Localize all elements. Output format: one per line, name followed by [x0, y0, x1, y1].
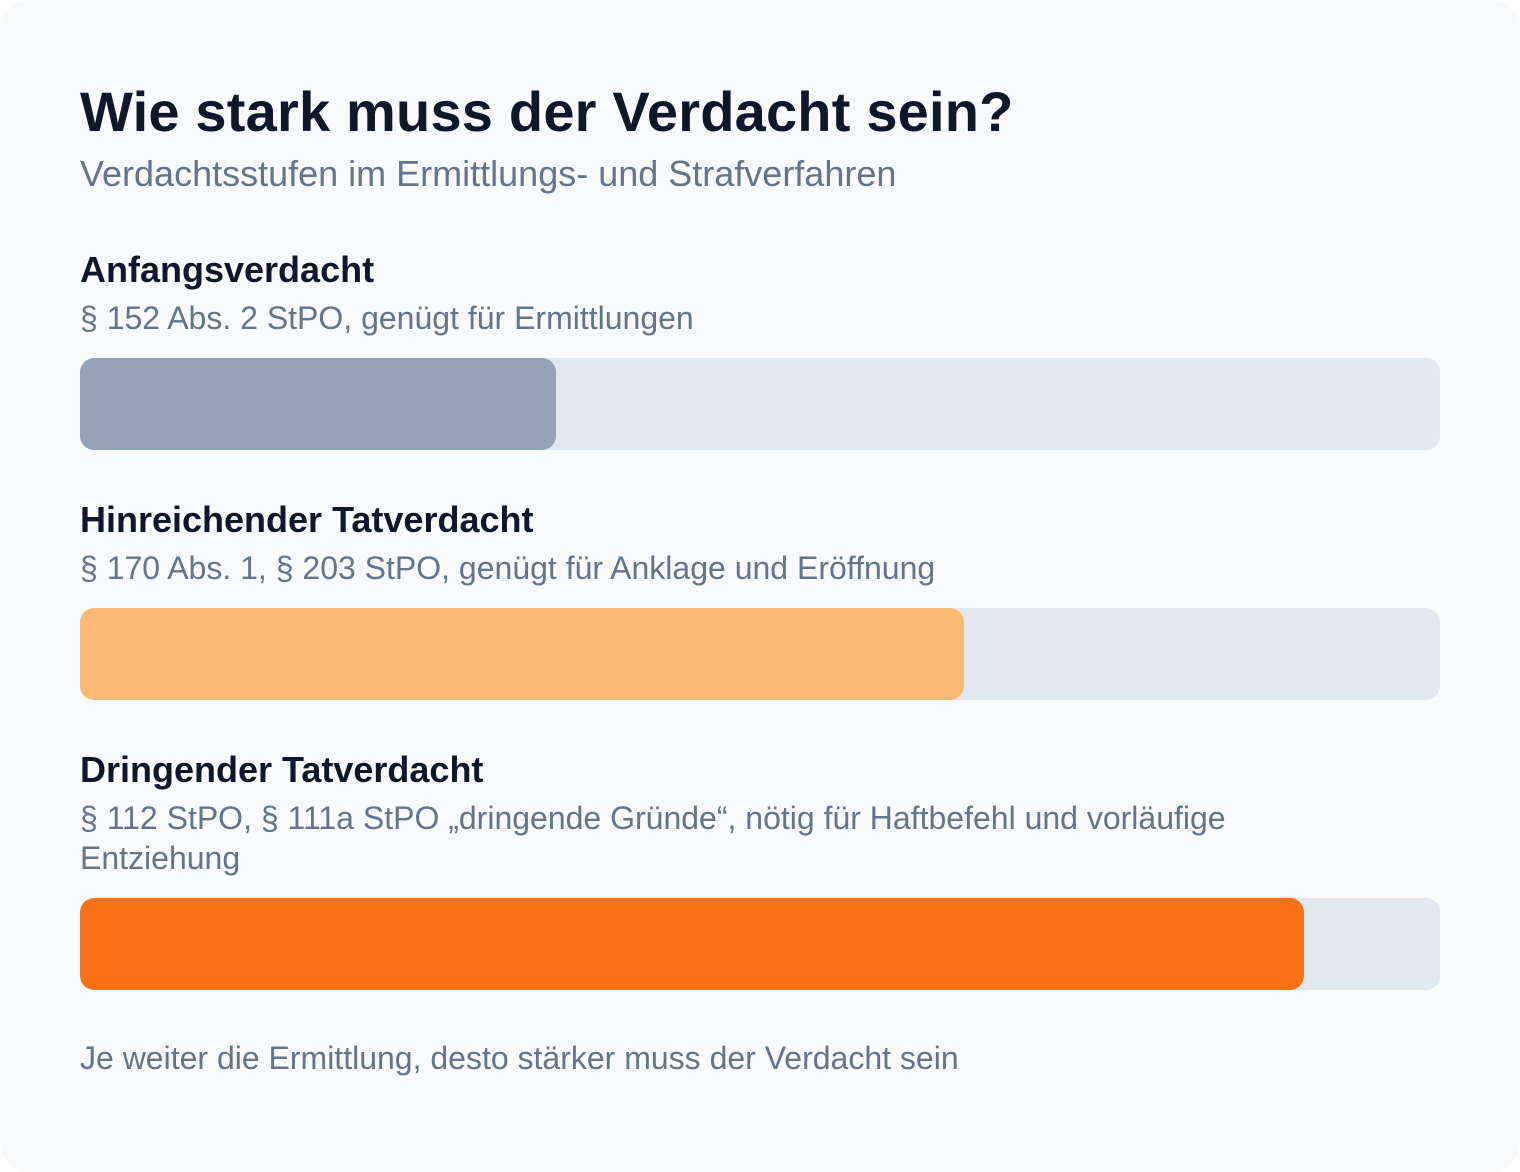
suspicion-levels: Anfangsverdacht § 152 Abs. 2 StPO, genüg… [80, 248, 1440, 990]
chart-title: Wie stark muss der Verdacht sein? [80, 80, 1014, 143]
level-description: § 170 Abs. 1, § 203 StPO, genügt für Ank… [80, 550, 936, 586]
bar-fill-anfangsverdacht [80, 358, 556, 450]
level-name: Anfangsverdacht [80, 249, 375, 290]
level-description: § 112 StPO, § 111a StPO „dringende Gründ… [80, 800, 1226, 876]
bar-fill-hinreichender-tatverdacht [80, 608, 964, 700]
bar-track [80, 898, 1440, 990]
level-dringender-tatverdacht: Dringender Tatverdacht § 112 StPO, § 111… [80, 748, 1440, 990]
level-name: Hinreichender Tatverdacht [80, 499, 534, 540]
level-description: § 152 Abs. 2 StPO, genügt für Ermittlung… [80, 300, 694, 336]
level-name: Dringender Tatverdacht [80, 749, 484, 790]
chart-footnote: Je weiter die Ermittlung, desto stärker … [80, 1040, 959, 1076]
bar-track [80, 358, 1440, 450]
level-hinreichender-tatverdacht: Hinreichender Tatverdacht § 170 Abs. 1, … [80, 498, 1440, 700]
bar-track [80, 608, 1440, 700]
chart-subtitle: Verdachtsstufen im Ermittlungs- und Stra… [80, 153, 897, 194]
bar-fill-dringender-tatverdacht [80, 898, 1304, 990]
level-anfangsverdacht: Anfangsverdacht § 152 Abs. 2 StPO, genüg… [80, 248, 1440, 450]
